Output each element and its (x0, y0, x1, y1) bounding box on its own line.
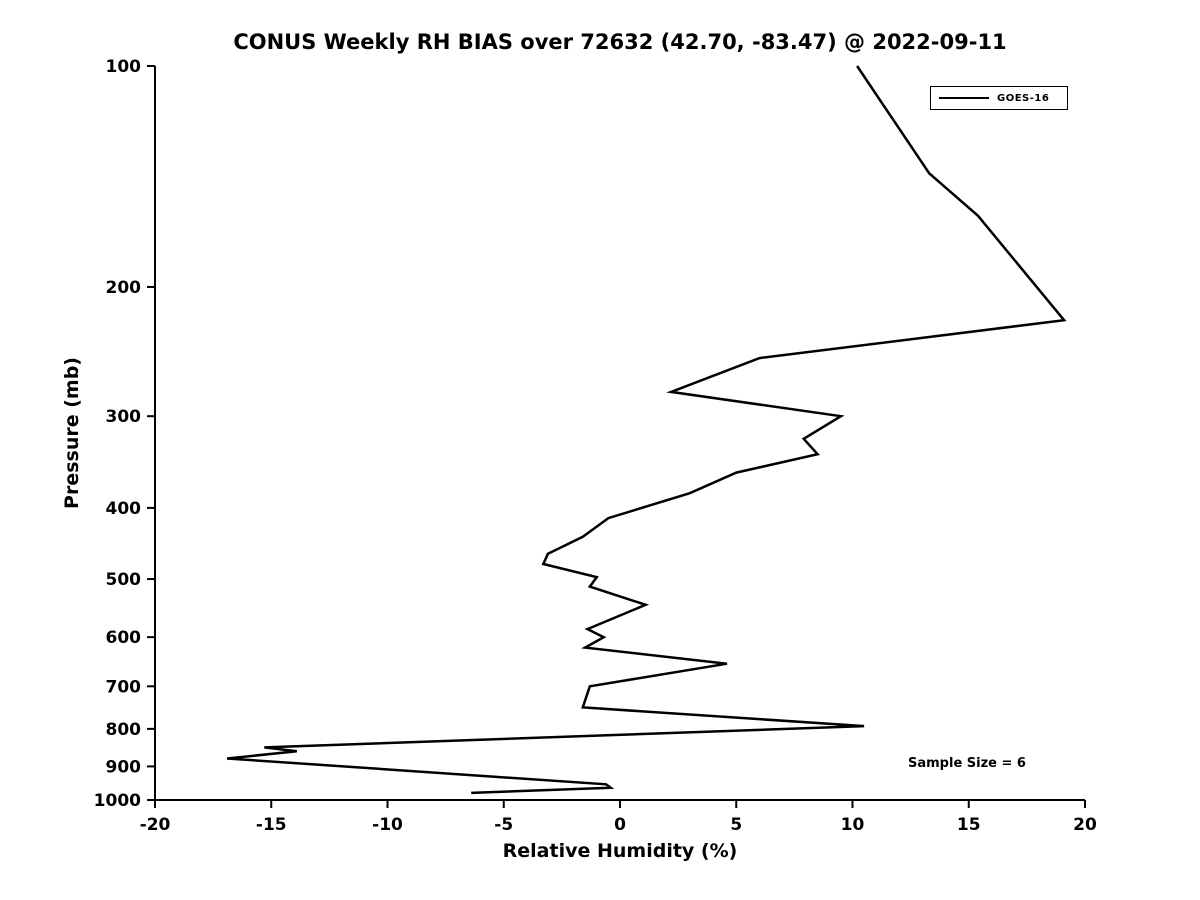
y-tick-label: 600 (106, 628, 142, 648)
x-tick-label: -15 (256, 815, 287, 835)
legend-line-icon (939, 97, 989, 99)
y-tick-label: 700 (106, 677, 142, 697)
x-axis-label: Relative Humidity (%) (502, 840, 738, 862)
y-tick-label: 900 (106, 757, 142, 777)
y-tick-label: 100 (106, 57, 142, 77)
legend-series-label: GOES-16 (997, 92, 1050, 104)
x-tick-label: 20 (1073, 815, 1097, 835)
y-tick-label: 400 (106, 499, 142, 519)
y-axis-label-text: Pressure (mb) (61, 357, 83, 509)
x-tick-label: 5 (730, 815, 742, 835)
y-tick-label: 500 (106, 570, 142, 590)
y-tick-label: 200 (106, 278, 142, 298)
legend: GOES-16 (930, 86, 1068, 110)
y-tick-label: 1000 (94, 791, 141, 811)
x-tick-label: 0 (614, 815, 626, 835)
x-tick-label: 15 (957, 815, 981, 835)
x-tick-label: -20 (140, 815, 171, 835)
x-tick-label: -10 (372, 815, 403, 835)
x-tick-label: -5 (494, 815, 513, 835)
y-tick-label: 300 (106, 407, 142, 427)
sample-size-annotation: Sample Size = 6 (908, 756, 1026, 771)
x-tick-label: 10 (841, 815, 865, 835)
chart-title: CONUS Weekly RH BIAS over 72632 (42.70, … (233, 30, 1007, 54)
y-tick-label: 800 (106, 720, 142, 740)
series-line-goes-16 (226, 65, 1067, 795)
